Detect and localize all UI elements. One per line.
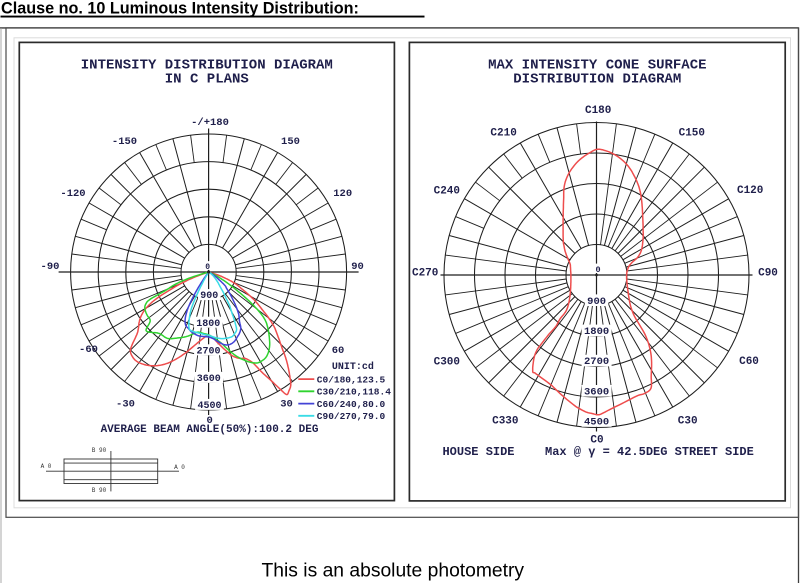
svg-text:3600: 3600 xyxy=(197,374,221,385)
svg-text:B 90: B 90 xyxy=(92,447,107,454)
svg-text:B 90: B 90 xyxy=(92,487,107,494)
svg-text:3600: 3600 xyxy=(584,386,609,398)
svg-text:C90: C90 xyxy=(758,267,778,279)
svg-text:C180: C180 xyxy=(585,105,611,117)
svg-text:DISTRIBUTION DIAGRAM: DISTRIBUTION DIAGRAM xyxy=(513,72,681,88)
svg-text:90: 90 xyxy=(351,261,364,273)
svg-text:C0/180,123.5: C0/180,123.5 xyxy=(317,375,386,386)
svg-text:MAX INTENSITY CONE SURFACE: MAX INTENSITY CONE SURFACE xyxy=(488,58,706,74)
svg-text:INTENSITY DISTRIBUTION DIAGRAM: INTENSITY DISTRIBUTION DIAGRAM xyxy=(81,58,333,74)
svg-text:C0: C0 xyxy=(590,435,603,447)
svg-text:C330: C330 xyxy=(492,416,518,428)
svg-text:A 0: A 0 xyxy=(174,464,185,471)
svg-text:AVERAGE BEAM ANGLE(50%):100.2: AVERAGE BEAM ANGLE(50%):100.2 DEG xyxy=(101,424,319,436)
svg-text:900: 900 xyxy=(200,291,218,302)
svg-text:C240: C240 xyxy=(434,186,460,198)
svg-text:30: 30 xyxy=(280,399,293,411)
svg-text:0: 0 xyxy=(207,415,213,427)
svg-text:-/+180: -/+180 xyxy=(191,117,229,129)
svg-text:120: 120 xyxy=(333,188,352,200)
svg-text:0: 0 xyxy=(595,265,600,275)
svg-text:-90: -90 xyxy=(41,261,60,273)
svg-text:C90/270,79.0: C90/270,79.0 xyxy=(317,411,386,422)
svg-text:C270: C270 xyxy=(412,267,438,279)
svg-text:900: 900 xyxy=(587,296,606,308)
svg-text:Clause no. 10 Luminous Intensi: Clause no. 10 Luminous Intensity Distrib… xyxy=(1,0,359,17)
svg-text:A 0: A 0 xyxy=(41,463,52,470)
svg-text:2700: 2700 xyxy=(584,356,609,368)
svg-text:4500: 4500 xyxy=(584,417,609,429)
svg-text:C60: C60 xyxy=(739,356,759,368)
svg-text:This is an absolute photometry: This is an absolute photometry xyxy=(262,560,525,581)
svg-text:0: 0 xyxy=(205,263,210,272)
svg-text:IN C PLANS: IN C PLANS xyxy=(165,72,249,88)
svg-text:C150: C150 xyxy=(679,127,705,139)
svg-text:-30: -30 xyxy=(116,399,135,411)
svg-text:-120: -120 xyxy=(60,188,85,200)
svg-text:C300: C300 xyxy=(434,357,460,369)
svg-text:Max @ γ = 42.5DEG STREET SIDE: Max @ γ = 42.5DEG STREET SIDE xyxy=(545,445,754,459)
svg-text:UNIT:cd: UNIT:cd xyxy=(332,361,374,373)
svg-text:1800: 1800 xyxy=(584,326,609,338)
svg-text:60: 60 xyxy=(332,345,345,357)
svg-text:C210: C210 xyxy=(490,127,516,139)
svg-text:C120: C120 xyxy=(737,185,763,197)
svg-text:C30/210,118.4: C30/210,118.4 xyxy=(317,387,391,398)
svg-text:C60/240,80.0: C60/240,80.0 xyxy=(317,399,386,410)
svg-text:-60: -60 xyxy=(79,344,98,356)
svg-text:-150: -150 xyxy=(112,136,137,148)
svg-text:1800: 1800 xyxy=(196,319,220,330)
svg-text:150: 150 xyxy=(281,136,300,148)
svg-text:4500: 4500 xyxy=(197,401,221,412)
svg-text:2700: 2700 xyxy=(196,346,220,357)
svg-text:C30: C30 xyxy=(678,416,698,428)
svg-text:HOUSE SIDE: HOUSE SIDE xyxy=(442,445,514,459)
